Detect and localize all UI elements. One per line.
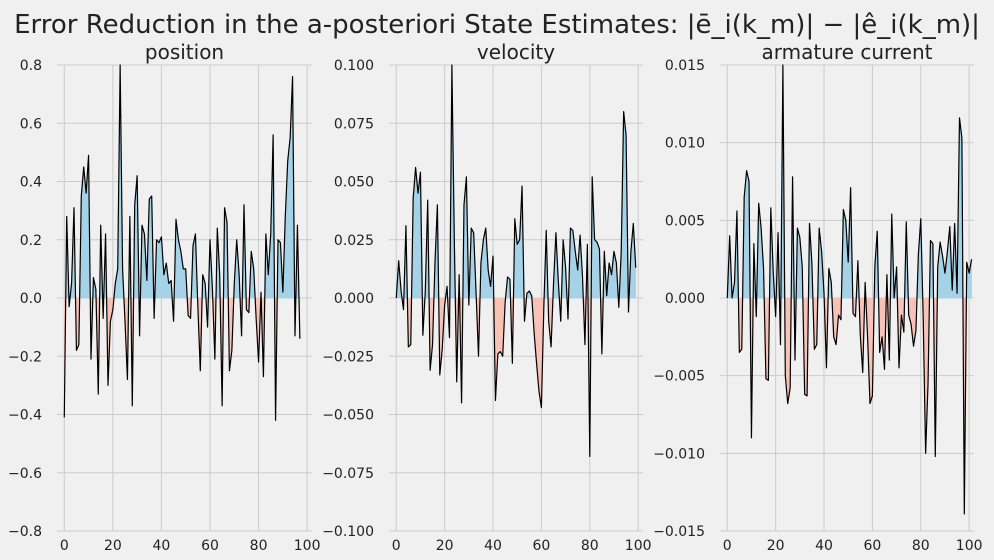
y-tick-label: 0.015 bbox=[665, 58, 705, 74]
negative-fill bbox=[498, 298, 500, 354]
y-tick-label: −0.050 bbox=[322, 408, 374, 424]
x-tick-label: 100 bbox=[625, 538, 652, 554]
panel-1: 0 20 40 60 80 100 −0.8 −0.6 −0.4 −0.2 0.0 0.2 0.4 0.6… bbox=[8, 40, 321, 554]
y-tick-label: −0.6 bbox=[8, 466, 42, 482]
y-tick-label: 0.000 bbox=[665, 291, 705, 307]
y-tick-label: 0.8 bbox=[20, 58, 42, 74]
y-tick-label: 0.2 bbox=[20, 233, 42, 249]
y-tick-label: 0.010 bbox=[665, 136, 705, 152]
subplot-title: position bbox=[145, 40, 224, 64]
negative-fill bbox=[500, 298, 502, 356]
y-tick-label: −0.2 bbox=[8, 349, 42, 365]
subplot-title: velocity bbox=[477, 40, 555, 64]
y-tick-label: −0.075 bbox=[322, 466, 374, 482]
positive-fill bbox=[595, 240, 597, 298]
series-line bbox=[64, 65, 300, 420]
subplot-title: armature current bbox=[762, 40, 933, 64]
x-tick-label: 20 bbox=[767, 538, 785, 554]
x-tick-label: 40 bbox=[815, 538, 833, 554]
x-tick-label: 0 bbox=[723, 538, 732, 554]
y-tick-label: 0.025 bbox=[334, 233, 374, 249]
y-tick-label: 0.050 bbox=[334, 175, 374, 191]
y-tick-label: −0.025 bbox=[322, 349, 374, 365]
positive-fill bbox=[157, 240, 159, 298]
y-tick-label: −0.100 bbox=[322, 524, 374, 540]
positive-fill bbox=[517, 240, 519, 298]
x-tick-label: 100 bbox=[956, 538, 983, 554]
positive-fill bbox=[159, 237, 161, 298]
y-tick-label: −0.010 bbox=[653, 446, 705, 462]
panel-2: 0 20 40 60 80 100 −0.100 −0.075 −0.050 −0.025 0.00… bbox=[322, 40, 651, 554]
y-tick-label: −0.4 bbox=[8, 408, 42, 424]
x-tick-label: 60 bbox=[532, 538, 550, 554]
y-tick-label: 0.075 bbox=[334, 116, 374, 132]
y-tick-label: 0.0 bbox=[20, 291, 42, 307]
x-tick-label: 60 bbox=[863, 538, 881, 554]
y-tick-label: −0.015 bbox=[653, 524, 705, 540]
x-tick-label: 0 bbox=[392, 538, 401, 554]
y-tick-label: 0.000 bbox=[334, 291, 374, 307]
y-tick-label: 0.100 bbox=[334, 58, 374, 74]
x-tick-label: 60 bbox=[201, 538, 219, 554]
x-tick-label: 40 bbox=[484, 538, 502, 554]
x-tick-label: 20 bbox=[104, 538, 122, 554]
x-tick-label: 80 bbox=[912, 538, 930, 554]
positive-fill bbox=[570, 228, 572, 298]
y-tick-label: 0.6 bbox=[20, 116, 42, 132]
x-tick-label: 80 bbox=[581, 538, 599, 554]
x-tick-label: 80 bbox=[250, 538, 268, 554]
y-tick-label: 0.005 bbox=[665, 213, 705, 229]
y-tick-label: −0.005 bbox=[653, 369, 705, 385]
x-tick-label: 40 bbox=[153, 538, 171, 554]
x-tick-label: 0 bbox=[60, 538, 69, 554]
y-tick-label: 0.4 bbox=[20, 175, 42, 191]
y-tick-label: −0.8 bbox=[8, 524, 42, 540]
panel-3: 0 20 40 60 80 100 −0.015 −0.010 −0.005 0.000 0.005… bbox=[653, 40, 982, 554]
x-tick-label: 20 bbox=[436, 538, 454, 554]
positive-fill bbox=[149, 196, 151, 298]
x-tick-label: 100 bbox=[294, 538, 321, 554]
figure-title: Error Reduction in the a-posteriori Stat… bbox=[14, 10, 980, 40]
